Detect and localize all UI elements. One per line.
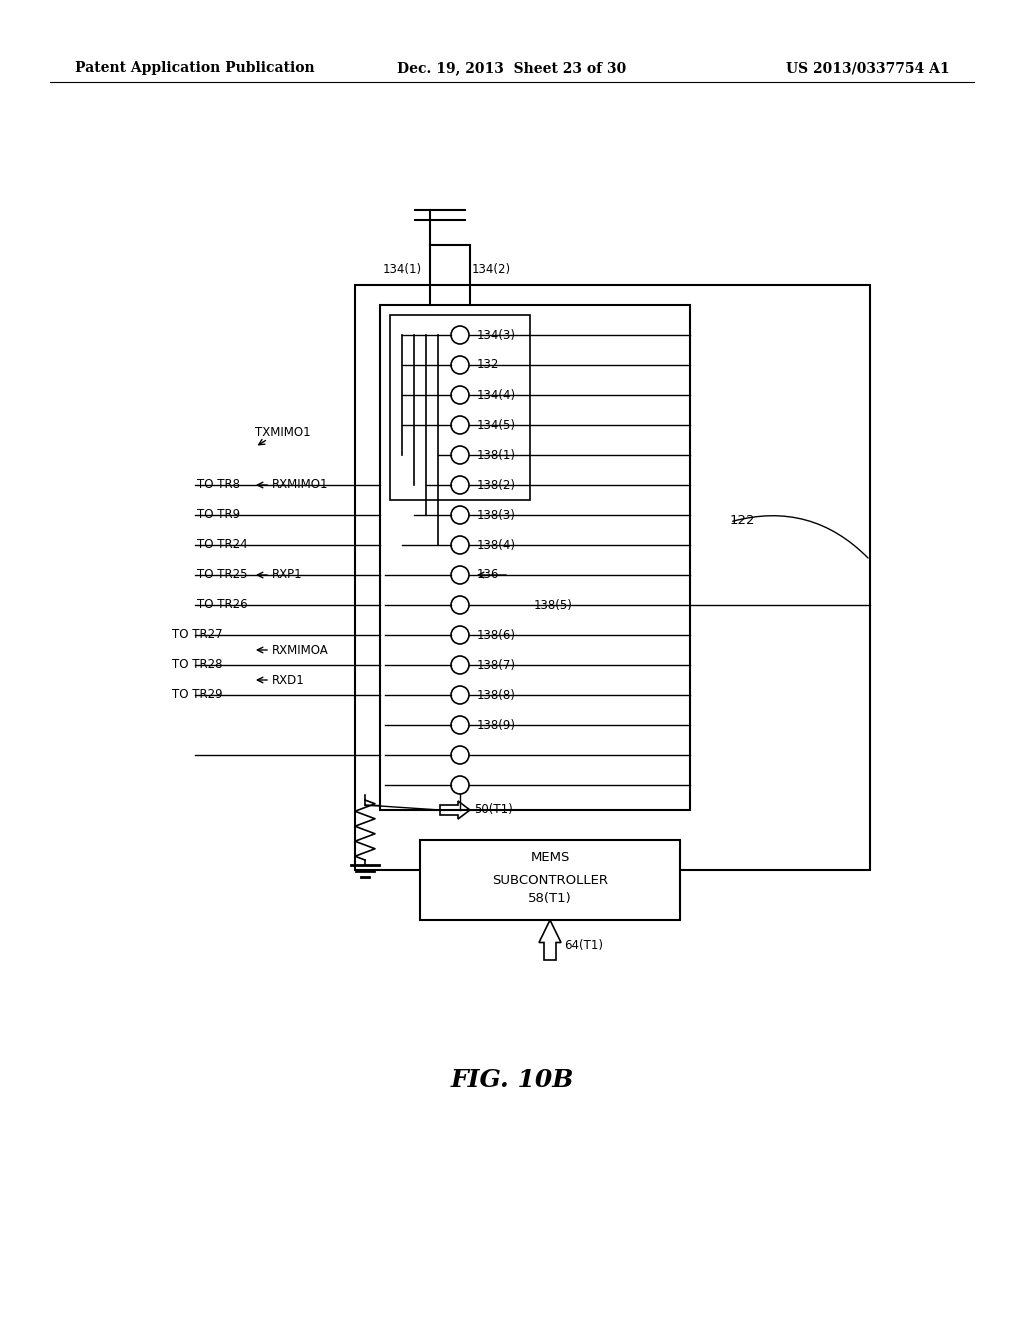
Text: 138(2): 138(2) <box>477 479 516 491</box>
Text: 134(2): 134(2) <box>472 264 511 276</box>
Text: TO TR27: TO TR27 <box>172 628 222 642</box>
Text: TO TR26: TO TR26 <box>197 598 248 611</box>
Text: RXP1: RXP1 <box>272 569 303 582</box>
Text: SUBCONTROLLER: SUBCONTROLLER <box>492 874 608 887</box>
Text: 134(3): 134(3) <box>477 329 516 342</box>
FancyArrowPatch shape <box>733 516 868 558</box>
Text: 58(T1): 58(T1) <box>528 892 571 906</box>
Text: 138(1): 138(1) <box>477 449 516 462</box>
Text: 134(1): 134(1) <box>383 264 422 276</box>
Text: Patent Application Publication: Patent Application Publication <box>75 61 314 75</box>
Text: TO TR8: TO TR8 <box>197 479 240 491</box>
Text: TXMIMO1: TXMIMO1 <box>255 426 310 440</box>
Text: 138(3): 138(3) <box>477 508 516 521</box>
Text: Dec. 19, 2013  Sheet 23 of 30: Dec. 19, 2013 Sheet 23 of 30 <box>397 61 627 75</box>
Text: TO TR25: TO TR25 <box>197 569 248 582</box>
Text: 138(8): 138(8) <box>477 689 516 701</box>
Text: 134(5): 134(5) <box>477 418 516 432</box>
Bar <box>380 305 690 810</box>
Text: 134(4): 134(4) <box>477 388 516 401</box>
Text: 132: 132 <box>477 359 500 371</box>
Text: TO TR9: TO TR9 <box>197 508 240 521</box>
Text: 136: 136 <box>477 569 500 582</box>
Bar <box>355 285 870 870</box>
Text: 138(9): 138(9) <box>477 718 516 731</box>
Text: TO TR29: TO TR29 <box>172 689 222 701</box>
Bar <box>420 840 680 920</box>
Text: RXMIMOA: RXMIMOA <box>272 644 329 656</box>
Text: 138(4): 138(4) <box>477 539 516 552</box>
Text: MEMS: MEMS <box>530 851 569 865</box>
Text: 122: 122 <box>730 513 756 527</box>
Text: RXMIMO1: RXMIMO1 <box>272 479 329 491</box>
Text: 138(5): 138(5) <box>534 598 572 611</box>
Text: FIG. 10B: FIG. 10B <box>451 1068 573 1092</box>
Text: 138(6): 138(6) <box>477 628 516 642</box>
Text: RXD1: RXD1 <box>272 673 305 686</box>
Text: US 2013/0337754 A1: US 2013/0337754 A1 <box>786 61 950 75</box>
Text: 50(T1): 50(T1) <box>474 804 513 817</box>
Text: 138(7): 138(7) <box>477 659 516 672</box>
Text: TO TR28: TO TR28 <box>172 659 222 672</box>
Text: TO TR24: TO TR24 <box>197 539 248 552</box>
Text: 64(T1): 64(T1) <box>564 940 603 953</box>
Bar <box>390 315 530 500</box>
